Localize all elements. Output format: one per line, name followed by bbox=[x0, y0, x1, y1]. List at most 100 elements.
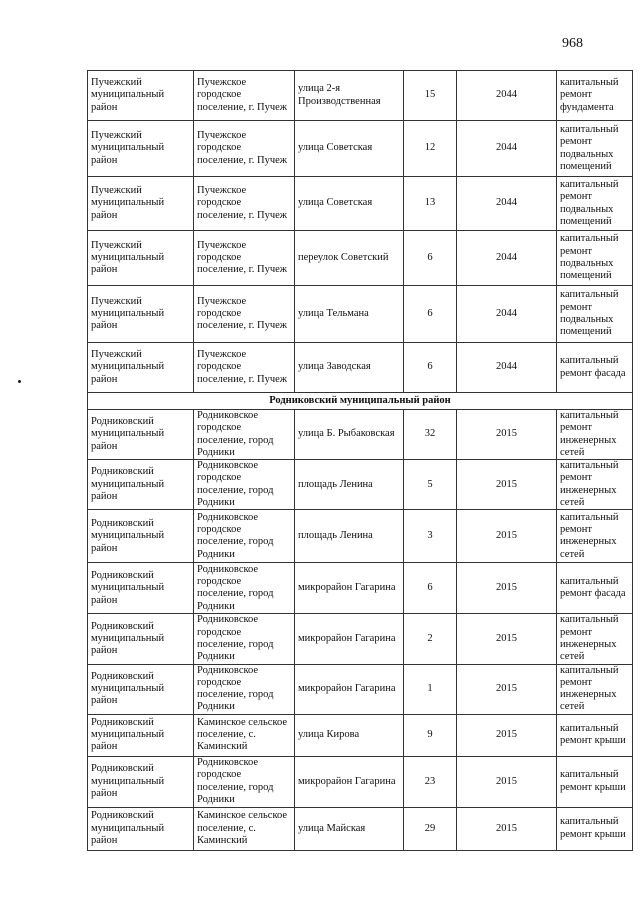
cell-street: улица Заводская bbox=[294, 342, 404, 393]
cell-settlement: Пучежское городское поселение, г. Пучеж bbox=[193, 230, 295, 286]
cell-settlement: Пучежское городское поселение, г. Пучеж bbox=[193, 176, 295, 231]
cell-work: капитальный ремонт фасада bbox=[556, 562, 633, 615]
cell-district: Пучежский муниципальный район bbox=[87, 70, 194, 121]
section-title: Родниковский муниципальный район bbox=[87, 392, 633, 410]
cell-district: Пучежский муниципальный район bbox=[87, 120, 194, 177]
cell-district: Пучежский муниципальный район bbox=[87, 342, 194, 393]
cell-street: улица Б. Рыбаковская bbox=[294, 408, 404, 461]
cell-settlement: Родниковское городское поселение, город … bbox=[193, 663, 295, 715]
cell-street: улица Майская bbox=[294, 806, 404, 851]
cell-street: улица Советская bbox=[294, 176, 404, 231]
cell-street: площадь Ленина bbox=[294, 509, 404, 564]
table-row: Родниковский муниципальный район Каминско… bbox=[87, 806, 633, 851]
cell-street: переулок Советский bbox=[294, 230, 404, 286]
table-row: Пучежский муниципальный район Пучежское г… bbox=[87, 342, 633, 393]
cell-house: 13 bbox=[403, 176, 457, 231]
cell-work: капитальный ремонт инженерных сетей bbox=[556, 613, 633, 665]
cell-settlement: Родниковское городское поселение, город … bbox=[193, 613, 295, 665]
cell-work: капитальный ремонт подвальных помещений bbox=[556, 120, 633, 177]
cell-street: площадь Ленина bbox=[294, 459, 404, 511]
cell-house: 23 bbox=[403, 755, 457, 808]
cell-year: 2044 bbox=[456, 230, 557, 286]
cell-street: улица Советская bbox=[294, 120, 404, 177]
cell-house: 6 bbox=[403, 562, 457, 615]
table-row: Пучежский муниципальный район Пучежское г… bbox=[87, 285, 633, 343]
cell-settlement: Пучежское городское поселение, г. Пучеж bbox=[193, 70, 295, 121]
cell-work: капитальный ремонт подвальных помещений bbox=[556, 176, 633, 231]
table-row: Пучежский муниципальный район Пучежское г… bbox=[87, 70, 633, 121]
cell-house: 32 bbox=[403, 408, 457, 461]
cell-street: микрорайон Гагарина bbox=[294, 613, 404, 665]
cell-work: капитальный ремонт фундамента bbox=[556, 70, 633, 121]
cell-work: капитальный ремонт инженерных сетей bbox=[556, 459, 633, 511]
cell-year: 2015 bbox=[456, 713, 557, 757]
cell-settlement: Каминское сельское поселение, с. Каминск… bbox=[193, 713, 295, 757]
cell-work: капитальный ремонт инженерных сетей bbox=[556, 509, 633, 564]
cell-year: 2015 bbox=[456, 613, 557, 665]
cell-street: улица 2-я Производственная bbox=[294, 70, 404, 121]
cell-district: Родниковский муниципальный район bbox=[87, 562, 194, 615]
cell-street: улица Кирова bbox=[294, 713, 404, 757]
table-row: Пучежский муниципальный район Пучежское г… bbox=[87, 176, 633, 231]
table-row: Родниковский муниципальный район Каминско… bbox=[87, 713, 633, 757]
cell-settlement: Пучежское городское поселение, г. Пучеж bbox=[193, 285, 295, 343]
cell-district: Родниковский муниципальный район bbox=[87, 613, 194, 665]
cell-district: Родниковский муниципальный район bbox=[87, 408, 194, 461]
cell-street: улица Тельмана bbox=[294, 285, 404, 343]
cell-year: 2015 bbox=[456, 509, 557, 564]
cell-house: 6 bbox=[403, 230, 457, 286]
cell-year: 2015 bbox=[456, 459, 557, 511]
cell-district: Родниковский муниципальный район bbox=[87, 806, 194, 851]
table-row: Родниковский муниципальный район Родников… bbox=[87, 613, 633, 665]
cell-year: 2044 bbox=[456, 342, 557, 393]
cell-year: 2044 bbox=[456, 285, 557, 343]
cell-year: 2015 bbox=[456, 562, 557, 615]
cell-house: 5 bbox=[403, 459, 457, 511]
cell-year: 2015 bbox=[456, 408, 557, 461]
cell-district: Родниковский муниципальный район bbox=[87, 713, 194, 757]
cell-settlement: Родниковское городское поселение, город … bbox=[193, 459, 295, 511]
table-row: Родниковский муниципальный район Родников… bbox=[87, 562, 633, 615]
cell-house: 1 bbox=[403, 663, 457, 715]
cell-settlement: Родниковское городское поселение, город … bbox=[193, 408, 295, 461]
repair-schedule-table: Пучежский муниципальный район Пучежское г… bbox=[87, 70, 633, 851]
cell-year: 2015 bbox=[456, 663, 557, 715]
cell-settlement: Пучежское городское поселение, г. Пучеж bbox=[193, 342, 295, 393]
table-row: Родниковский муниципальный район Родников… bbox=[87, 408, 633, 461]
cell-work: капитальный ремонт крыши bbox=[556, 806, 633, 851]
scan-speck bbox=[18, 380, 21, 383]
cell-district: Родниковский муниципальный район bbox=[87, 663, 194, 715]
cell-district: Пучежский муниципальный район bbox=[87, 176, 194, 231]
cell-street: микрорайон Гагарина bbox=[294, 663, 404, 715]
cell-house: 15 bbox=[403, 70, 457, 121]
cell-house: 9 bbox=[403, 713, 457, 757]
cell-year: 2044 bbox=[456, 120, 557, 177]
section-header-row: Родниковский муниципальный район bbox=[87, 392, 633, 410]
table-row: Родниковский муниципальный район Родников… bbox=[87, 755, 633, 808]
cell-district: Родниковский муниципальный район bbox=[87, 509, 194, 564]
table-row: Пучежский муниципальный район Пучежское г… bbox=[87, 230, 633, 286]
cell-house: 6 bbox=[403, 285, 457, 343]
cell-settlement: Родниковское городское поселение, город … bbox=[193, 562, 295, 615]
cell-settlement: Каминское сельское поселение, с. Каминск… bbox=[193, 806, 295, 851]
cell-year: 2015 bbox=[456, 755, 557, 808]
cell-work: капитальный ремонт инженерных сетей bbox=[556, 408, 633, 461]
table-row: Родниковский муниципальный район Родников… bbox=[87, 663, 633, 715]
table-row: Родниковский муниципальный район Родников… bbox=[87, 459, 633, 511]
cell-settlement: Пучежское городское поселение, г. Пучеж bbox=[193, 120, 295, 177]
cell-work: капитальный ремонт крыши bbox=[556, 755, 633, 808]
table-row: Родниковский муниципальный район Родников… bbox=[87, 509, 633, 564]
cell-year: 2015 bbox=[456, 806, 557, 851]
cell-work: капитальный ремонт подвальных помещений bbox=[556, 285, 633, 343]
cell-district: Пучежский муниципальный район bbox=[87, 230, 194, 286]
cell-settlement: Родниковское городское поселение, город … bbox=[193, 509, 295, 564]
cell-year: 2044 bbox=[456, 176, 557, 231]
cell-year: 2044 bbox=[456, 70, 557, 121]
cell-street: микрорайон Гагарина bbox=[294, 755, 404, 808]
cell-house: 6 bbox=[403, 342, 457, 393]
cell-house: 3 bbox=[403, 509, 457, 564]
table-row: Пучежский муниципальный район Пучежское г… bbox=[87, 120, 633, 177]
cell-work: капитальный ремонт подвальных помещений bbox=[556, 230, 633, 286]
cell-district: Родниковский муниципальный район bbox=[87, 755, 194, 808]
cell-house: 29 bbox=[403, 806, 457, 851]
